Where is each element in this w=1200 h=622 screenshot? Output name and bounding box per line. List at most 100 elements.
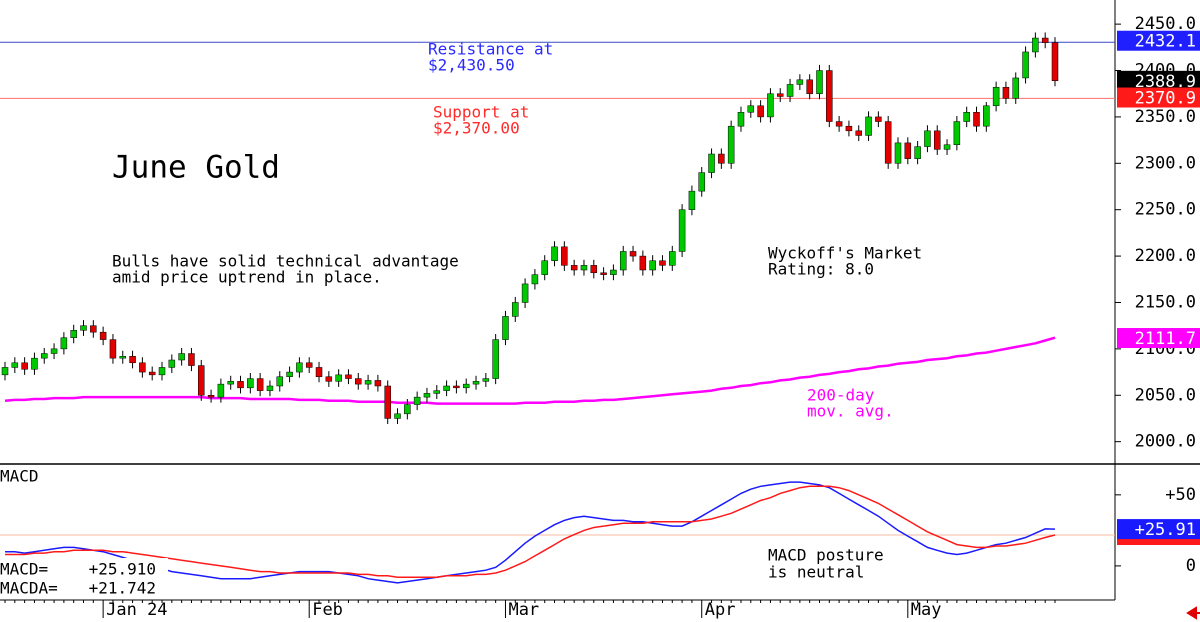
candle-body bbox=[217, 383, 225, 398]
annotation: mov. avg. bbox=[807, 402, 894, 421]
y-tick-label: 0 bbox=[1186, 556, 1196, 576]
candle-body bbox=[983, 105, 990, 127]
panel-title: MACD bbox=[0, 467, 39, 486]
scroll-arrow[interactable] bbox=[1186, 606, 1200, 620]
candle-body bbox=[472, 381, 480, 385]
candle-body bbox=[90, 325, 97, 333]
y-tick-label: 2200.0 bbox=[1135, 246, 1196, 266]
candle-body bbox=[178, 353, 185, 361]
legend-name: MACDA= bbox=[0, 579, 58, 598]
annotation: Rating: 8.0 bbox=[768, 260, 874, 279]
price-tag bbox=[1117, 30, 1200, 51]
candle-body bbox=[767, 93, 774, 118]
candle-body bbox=[286, 371, 293, 377]
y-tick-label: 2450.0 bbox=[1135, 14, 1196, 34]
candle-body bbox=[629, 251, 637, 257]
candle-body bbox=[963, 112, 970, 122]
legend-name: MACD= bbox=[0, 560, 48, 579]
candle-body bbox=[325, 376, 333, 382]
candle-body bbox=[875, 116, 882, 122]
chart-title: June Gold bbox=[112, 150, 280, 186]
candle-body bbox=[21, 362, 28, 370]
candle-body bbox=[698, 172, 705, 192]
candle-body bbox=[384, 385, 391, 419]
candle-body bbox=[659, 260, 666, 266]
candle-body bbox=[806, 79, 813, 94]
candle-body bbox=[884, 121, 892, 164]
candle-body bbox=[247, 378, 254, 389]
candle-body bbox=[561, 246, 568, 266]
candle-body bbox=[933, 130, 941, 150]
annotation: is neutral bbox=[768, 563, 864, 582]
candle-body bbox=[198, 365, 205, 396]
candle-body bbox=[816, 70, 823, 94]
candle-body bbox=[894, 142, 902, 164]
price-tag-label: +25.91 bbox=[1135, 520, 1196, 540]
candle-body bbox=[747, 105, 755, 113]
candle-body bbox=[835, 121, 843, 127]
candle-body bbox=[855, 130, 862, 136]
candle-body bbox=[757, 105, 764, 118]
candle-body bbox=[649, 260, 656, 271]
price-tag bbox=[1117, 87, 1200, 108]
y-tick-label: 2250.0 bbox=[1135, 200, 1196, 220]
candle-body bbox=[207, 395, 215, 398]
annotation: Support at bbox=[433, 103, 529, 122]
candle-body bbox=[786, 84, 794, 97]
candle-body bbox=[678, 209, 686, 252]
candle-body bbox=[443, 385, 450, 391]
candle-body bbox=[865, 116, 872, 136]
candle-body bbox=[227, 381, 234, 385]
candle-body bbox=[727, 125, 735, 164]
candle-body bbox=[256, 378, 264, 391]
candle-body bbox=[551, 246, 558, 261]
candle-body bbox=[992, 86, 1000, 107]
candle-body bbox=[129, 356, 136, 364]
annotation: $2,430.50 bbox=[428, 56, 515, 75]
candle-body bbox=[570, 265, 578, 271]
candle-body bbox=[50, 348, 58, 354]
candle-body bbox=[355, 378, 362, 385]
x-tick-label: Feb bbox=[312, 600, 343, 620]
candle-body bbox=[737, 112, 745, 127]
x-tick-label: Apr bbox=[705, 600, 736, 620]
annotation: Resistance at bbox=[428, 40, 553, 59]
candle-body bbox=[600, 272, 607, 275]
candle-body bbox=[1012, 77, 1019, 99]
candle-body bbox=[266, 385, 274, 391]
candle-body bbox=[148, 371, 156, 376]
candle-body bbox=[688, 190, 696, 210]
candle-body bbox=[315, 367, 323, 377]
candle-body bbox=[669, 251, 676, 266]
macd-line bbox=[5, 481, 1056, 584]
candle-body bbox=[845, 125, 853, 132]
candle-body bbox=[914, 146, 921, 159]
candle-body bbox=[492, 339, 499, 379]
candle-body bbox=[482, 378, 490, 382]
candle-body bbox=[364, 380, 372, 385]
candle-body bbox=[80, 325, 87, 331]
candle-body bbox=[453, 385, 460, 389]
candle-body bbox=[305, 362, 313, 368]
legend-value: +21.742 bbox=[89, 579, 156, 598]
candle-body bbox=[394, 413, 401, 419]
y-tick-label: 2350.0 bbox=[1135, 107, 1196, 127]
candle-body bbox=[374, 380, 382, 387]
candle-body bbox=[1022, 51, 1029, 79]
candle-body bbox=[619, 251, 627, 271]
candle-body bbox=[904, 142, 912, 159]
candle-body bbox=[1, 367, 9, 376]
candle-body bbox=[119, 356, 127, 359]
annotation: $2,370.00 bbox=[433, 119, 520, 138]
candle-body bbox=[433, 390, 441, 394]
legend-box bbox=[0, 558, 168, 598]
y-tick-label: +50 bbox=[1165, 485, 1196, 505]
x-tick-label: Mar bbox=[508, 600, 539, 620]
annotation: MACD posture bbox=[768, 546, 884, 565]
candle-body bbox=[188, 353, 195, 366]
candle-body bbox=[413, 396, 421, 405]
price-tag-label: 2388.9 bbox=[1135, 72, 1196, 92]
candle-body bbox=[521, 283, 529, 303]
candle-body bbox=[41, 353, 48, 359]
price-tag bbox=[1117, 70, 1200, 91]
